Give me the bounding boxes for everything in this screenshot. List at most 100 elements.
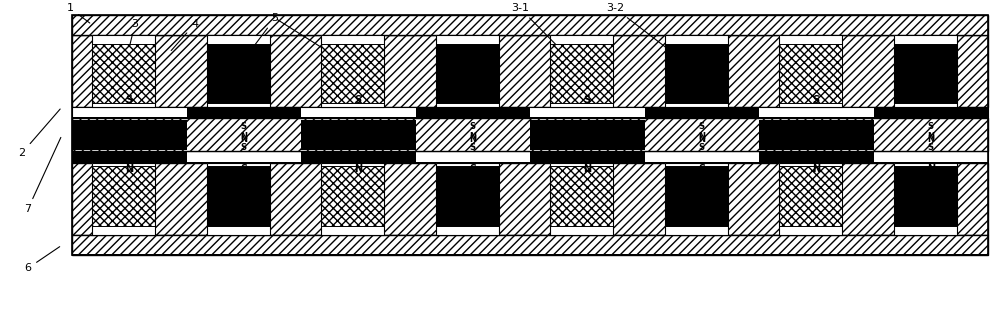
Text: N: N bbox=[584, 122, 591, 131]
Bar bbox=[436, 163, 499, 235]
Bar bbox=[550, 44, 613, 103]
Bar bbox=[779, 163, 842, 235]
Text: S: S bbox=[126, 95, 133, 105]
Text: 3-2: 3-2 bbox=[606, 3, 694, 69]
Text: N: N bbox=[583, 164, 591, 174]
Bar bbox=[665, 166, 728, 226]
Text: N: N bbox=[126, 143, 133, 152]
Bar bbox=[644, 107, 759, 118]
Bar bbox=[321, 35, 384, 107]
Bar bbox=[92, 44, 155, 103]
Bar bbox=[894, 166, 957, 226]
Bar bbox=[72, 107, 988, 118]
Text: S: S bbox=[469, 164, 476, 174]
Bar bbox=[72, 117, 988, 118]
Bar bbox=[72, 15, 988, 35]
Bar bbox=[72, 254, 988, 255]
Text: N: N bbox=[240, 135, 247, 144]
Bar bbox=[321, 35, 384, 107]
Bar bbox=[436, 35, 499, 107]
Text: N: N bbox=[813, 143, 820, 152]
Text: S: S bbox=[355, 95, 362, 105]
Bar bbox=[550, 35, 613, 107]
Bar bbox=[665, 163, 728, 235]
Bar bbox=[416, 107, 530, 118]
Text: 2: 2 bbox=[18, 109, 60, 158]
Bar bbox=[72, 15, 988, 255]
Text: 5: 5 bbox=[240, 13, 278, 65]
Text: S: S bbox=[813, 132, 819, 141]
Bar bbox=[207, 44, 270, 103]
Bar bbox=[186, 107, 301, 118]
Text: S: S bbox=[584, 135, 590, 144]
Text: N: N bbox=[927, 132, 934, 141]
Text: S: S bbox=[470, 122, 476, 131]
Text: N: N bbox=[698, 135, 705, 144]
Text: S: S bbox=[584, 95, 591, 105]
Text: S: S bbox=[355, 135, 361, 144]
Bar bbox=[436, 163, 499, 235]
Text: N: N bbox=[469, 95, 477, 105]
Bar bbox=[550, 163, 613, 235]
Text: N: N bbox=[240, 132, 247, 141]
Bar bbox=[301, 120, 416, 150]
Bar bbox=[665, 163, 728, 235]
Bar bbox=[436, 35, 499, 107]
Text: S: S bbox=[584, 132, 590, 141]
Text: N: N bbox=[469, 135, 476, 144]
Text: 1: 1 bbox=[66, 3, 90, 23]
Text: N: N bbox=[698, 95, 706, 105]
Text: N: N bbox=[355, 122, 362, 131]
Bar bbox=[72, 107, 988, 108]
Bar bbox=[530, 120, 644, 150]
Bar bbox=[207, 166, 270, 226]
Text: S: S bbox=[355, 132, 361, 141]
Text: S: S bbox=[699, 143, 705, 152]
Bar bbox=[72, 118, 988, 151]
Bar bbox=[759, 120, 874, 150]
Text: 4: 4 bbox=[171, 19, 199, 51]
Bar bbox=[321, 163, 384, 235]
Bar bbox=[874, 107, 988, 118]
Bar bbox=[436, 44, 499, 103]
Text: S: S bbox=[126, 135, 132, 144]
Bar bbox=[894, 163, 957, 235]
Text: S: S bbox=[928, 122, 934, 131]
Bar bbox=[207, 35, 270, 107]
Bar bbox=[92, 35, 155, 107]
Bar bbox=[894, 35, 957, 107]
Text: S: S bbox=[813, 95, 820, 105]
Text: N: N bbox=[355, 143, 362, 152]
Text: S: S bbox=[813, 135, 819, 144]
Bar bbox=[72, 35, 988, 107]
Bar bbox=[321, 44, 384, 103]
Bar bbox=[72, 15, 988, 16]
Text: N: N bbox=[927, 135, 934, 144]
Text: N: N bbox=[125, 164, 133, 174]
Bar bbox=[550, 166, 613, 226]
Text: N: N bbox=[584, 143, 591, 152]
Text: S: S bbox=[698, 164, 705, 174]
Text: S: S bbox=[699, 122, 705, 131]
Text: S: S bbox=[928, 143, 934, 152]
Bar bbox=[894, 35, 957, 107]
Text: N: N bbox=[927, 95, 935, 105]
Bar bbox=[665, 44, 728, 103]
Bar bbox=[72, 162, 988, 163]
Bar bbox=[779, 35, 842, 107]
Text: N: N bbox=[698, 132, 705, 141]
Bar bbox=[72, 151, 988, 163]
Bar bbox=[321, 166, 384, 226]
Text: S: S bbox=[126, 132, 132, 141]
Bar bbox=[321, 163, 384, 235]
Bar bbox=[72, 151, 186, 163]
Text: 6: 6 bbox=[24, 247, 60, 273]
Bar bbox=[72, 235, 988, 255]
Text: N: N bbox=[812, 164, 820, 174]
Text: S: S bbox=[241, 122, 247, 131]
Text: 7: 7 bbox=[24, 138, 61, 214]
Bar bbox=[72, 151, 988, 152]
Bar bbox=[779, 35, 842, 107]
Text: N: N bbox=[813, 122, 820, 131]
Bar bbox=[550, 35, 613, 107]
